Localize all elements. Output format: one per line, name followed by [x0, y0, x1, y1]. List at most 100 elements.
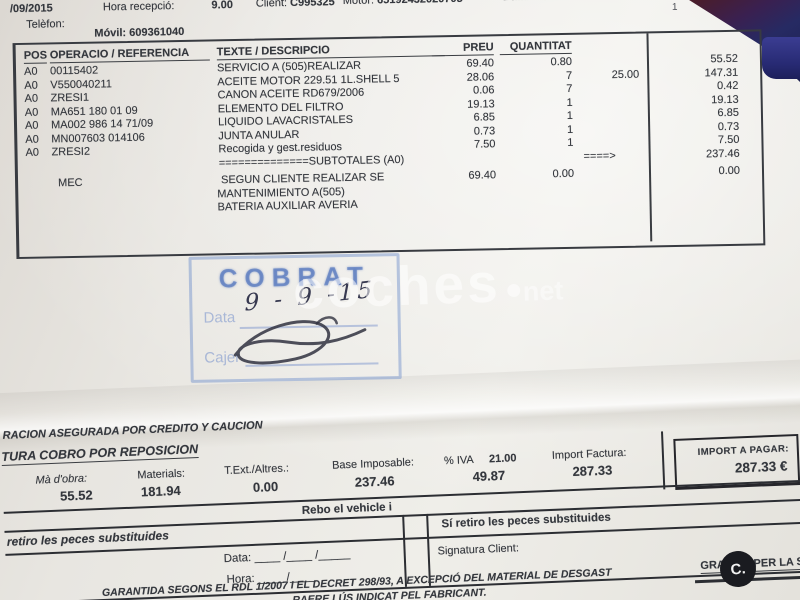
import-a-pagar-value: 287.33 € — [734, 458, 788, 476]
corner-note: 8S 1f — [622, 0, 648, 2]
import-factura-label: Import Factura: — [551, 446, 627, 462]
cell-ref: MA002 986 14 71/09 — [50, 117, 154, 132]
cell-total: 55.52 — [710, 52, 739, 66]
page-number: 1 — [671, 1, 678, 13]
client-value: C995325 — [289, 0, 335, 9]
cell-pos: A0 — [25, 133, 39, 146]
line-items-table: POS OPERACIO / REFERENCIA TEXTE / DESCRI… — [12, 29, 766, 260]
cell-qty: 1 — [566, 123, 574, 136]
cell-preu: 0.73 — [473, 124, 496, 138]
col-desc: TEXTE / DESCRIPCIO — [216, 42, 445, 61]
mec-desc-1: SEGUN CLIENTE REALIZAR SE — [220, 171, 385, 187]
cell-desc: SERVICIO A (505)REALIZAR — [216, 59, 362, 75]
pickup-header: Rebo el vehicle i — [301, 501, 393, 517]
cell-total: 147.31 — [704, 66, 739, 79]
mec-desc-3: BATERIA AUXILIAR AVERIA — [217, 198, 358, 214]
cell-preu: 28.06 — [466, 70, 495, 84]
cell-ref: MN007603 014106 — [51, 131, 145, 145]
handwritten-signature — [233, 316, 367, 365]
base-imposable-value: 237.46 — [354, 473, 395, 490]
cell-desc: LIQUIDO LAVACRISTALES — [217, 113, 354, 129]
cell-ref: MA651 180 01 09 — [50, 104, 138, 118]
cell-pos: A0 — [23, 65, 38, 78]
signatura-client-label: Signatura Client: — [437, 542, 520, 558]
date-field: Data: 09/09/2015 — [503, 0, 588, 3]
materials-label: Materials: — [137, 467, 186, 482]
reposicion-line: TURA COBRO POR REPOSICION — [1, 442, 199, 466]
cell-ref: 00115402 — [49, 64, 99, 78]
cell-pos: A0 — [24, 106, 39, 119]
cell-preu: 0.06 — [472, 84, 495, 97]
pickup-right-option: Sí retiro les peces substituides — [441, 511, 612, 531]
mec-pos: MEC — [57, 176, 83, 190]
cell-qty: 7 — [566, 82, 573, 95]
client-field: Client: C995325 — [256, 0, 335, 10]
client-label: Client: — [255, 0, 288, 10]
header-date-fragment: /09/2015 — [9, 2, 53, 16]
subtotal-label: ==============SUBTOTALES (A0) — [218, 153, 405, 169]
cell-pos: A0 — [25, 146, 40, 159]
badge-letter: C. — [729, 559, 747, 579]
import-factura-value: 287.33 — [572, 462, 613, 480]
col-pos: POS — [23, 49, 48, 64]
mec-desc-2: MANTENIMIENTO A(505) — [217, 185, 345, 200]
cell-total: 19.13 — [711, 93, 739, 106]
import-a-pagar-label: IMPORT A PAGAR: — [697, 443, 790, 459]
cell-total: 6.85 — [717, 106, 740, 120]
cell-preu: 69.40 — [466, 57, 495, 70]
credit-insurance-line: RACION ASEGURADA POR CREDITO Y CAUCION — [2, 419, 263, 442]
movil-value: 609361040 — [129, 25, 185, 39]
cobrat-stamp: COBRAT Data Cajer 9 - 9 -15 — [188, 253, 402, 383]
cell-pos: A0 — [24, 79, 38, 92]
cell-total: 7.50 — [717, 133, 740, 147]
cell-preu: 6.85 — [473, 111, 496, 124]
cell-pos: A0 — [24, 119, 39, 132]
motor-field: Motor: 65192432020705 — [343, 0, 463, 7]
cell-qty: 0.80 — [550, 55, 573, 69]
pickup-date-label: Data: — [223, 552, 252, 566]
cell-desc: CANON ACEITE RD679/2006 — [217, 86, 365, 102]
telefon-label: Telèfon: — [26, 18, 65, 31]
cell-desc: Recogida y gest.residuos — [218, 141, 343, 156]
cell-extra — [573, 122, 640, 123]
cell-pos: A0 — [24, 92, 39, 105]
ma-obra-value: 55.52 — [59, 487, 93, 504]
mec-preu: 69.40 — [468, 169, 497, 182]
cell-extra — [572, 55, 639, 56]
cell-extra: 25.00 — [611, 68, 640, 81]
cell-extra — [572, 82, 639, 83]
text-altres-label: T.Ext./Altres.: — [223, 462, 290, 478]
invoice-bottom-sheet: RACION ASEGURADA POR CREDITO Y CAUCION T… — [0, 386, 800, 600]
pickup-date-blank: ____ /____ /_____ — [254, 548, 351, 564]
data-label: Data: — [503, 0, 530, 3]
cell-ref: ZRESI1 — [50, 91, 90, 105]
cell-total: 0.73 — [717, 120, 740, 133]
cell-qty: 1 — [566, 109, 574, 122]
hora-label: Hora recepció: — [102, 0, 175, 14]
movil-label: Móvil: — [94, 27, 127, 40]
col-preu: PREU — [431, 41, 494, 57]
data-value: 09/09/2015 — [532, 0, 587, 3]
mec-qty: 0.00 — [552, 167, 575, 181]
movil-field: Móvil: 609361040 — [94, 26, 184, 40]
cell-qty: 1 — [566, 96, 573, 109]
cell-total: 0.42 — [716, 79, 739, 93]
motor-label: Motor: — [342, 0, 375, 8]
iva-value: 49.87 — [472, 467, 506, 485]
summary-divider-line — [660, 431, 666, 490]
cell-preu: 7.50 — [473, 138, 496, 151]
iva-rate: 21.00 — [488, 452, 517, 466]
pickup-date-field: Data: ____ /____ /_____ — [224, 548, 351, 565]
col-ref: OPERACIO / REFERENCIA — [49, 46, 210, 64]
cell-ref: V550040211 — [50, 77, 112, 91]
subtotal-total: 237.46 — [705, 147, 740, 160]
cell-extra — [573, 95, 640, 96]
mec-total: 0.00 — [718, 164, 741, 178]
cell-desc: JUNTA ANULAR — [218, 128, 300, 142]
base-imposable-label: Base Imposable: — [331, 456, 415, 472]
cell-extra — [573, 136, 640, 137]
cell-qty: 1 — [567, 136, 574, 149]
cell-preu: 19.13 — [467, 97, 495, 111]
reception-time: Hora recepció: 9.00 — [103, 0, 233, 13]
